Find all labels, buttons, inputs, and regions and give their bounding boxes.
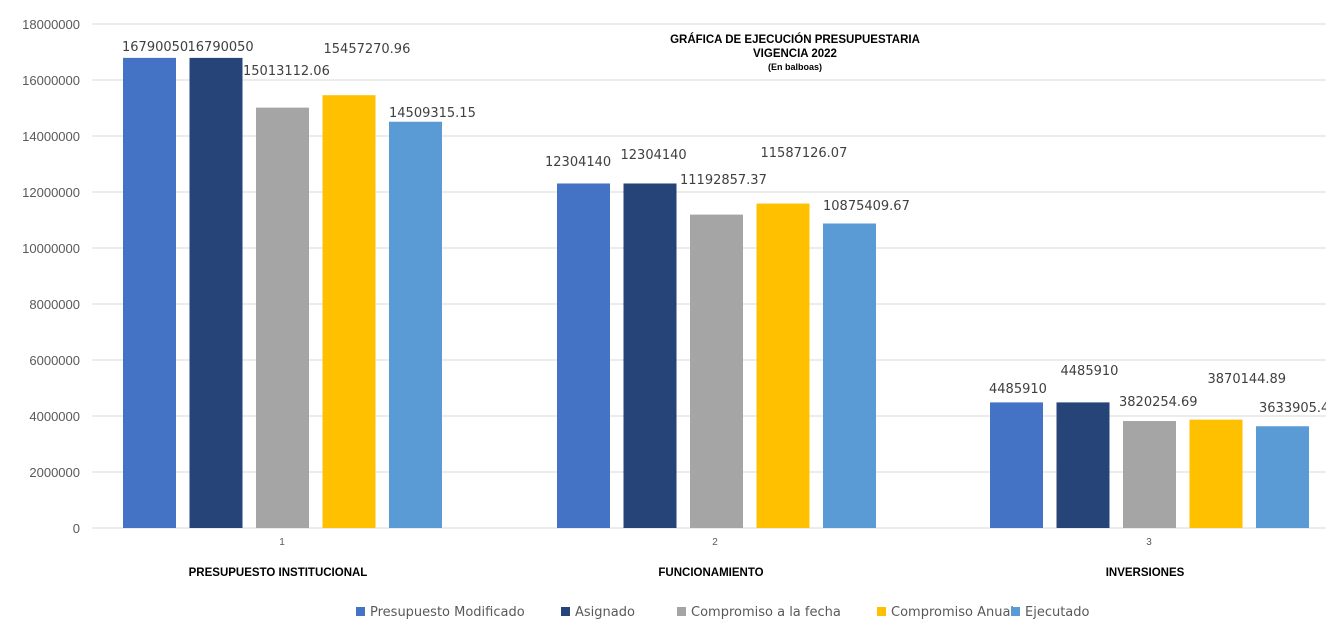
bar xyxy=(1123,421,1176,528)
legend-label: Compromiso Anual xyxy=(891,605,1014,619)
data-label: 16790050 xyxy=(122,40,188,55)
x-axis-ticks: 1 PRESUPUESTO INSTITUCIONAL 2 FUNCIONAMIENT… xyxy=(189,537,1185,579)
data-label: 11587126.07 xyxy=(761,146,848,161)
category-name: PRESUPUESTO INSTITUCIONAL xyxy=(189,567,368,579)
y-tick-label: 12000000 xyxy=(22,185,80,200)
bar xyxy=(990,402,1043,528)
y-tick-label: 4000000 xyxy=(29,409,80,424)
bar xyxy=(123,57,176,528)
bar xyxy=(189,57,243,528)
data-label: 4485910 xyxy=(1061,364,1119,379)
chart-subtitle-unit: (En balboas) xyxy=(768,62,822,72)
bar xyxy=(389,121,442,529)
data-label: 10875409.67 xyxy=(823,199,910,214)
legend-swatch xyxy=(1011,607,1020,616)
x-tick-label: 1 xyxy=(279,537,285,548)
bar xyxy=(322,95,376,528)
bar xyxy=(1189,419,1243,528)
data-labels: 16790050 12304140 4485910 16790050 12304140 4… xyxy=(122,40,1326,416)
bars xyxy=(123,57,1309,529)
y-tick-label: 8000000 xyxy=(29,297,80,312)
bar xyxy=(623,183,677,529)
data-label: 14509315.15 xyxy=(389,106,476,121)
legend-swatch xyxy=(877,607,886,616)
y-axis-ticks: 0 2000000 4000000 6000000 8000000 10000000 120… xyxy=(22,17,80,536)
y-tick-label: 6000000 xyxy=(29,353,80,368)
data-label: 15457270.96 xyxy=(324,42,411,57)
y-tick-label: 16000000 xyxy=(22,73,80,88)
data-label: 3820254.69 xyxy=(1119,395,1198,410)
bar xyxy=(690,214,743,529)
y-tick-label: 14000000 xyxy=(22,129,80,144)
data-label: 16790050 xyxy=(188,40,254,55)
y-tick-label: 2000000 xyxy=(29,465,80,480)
y-tick-label: 18000000 xyxy=(22,17,80,32)
chart-title: GRÁFICA DE EJECUCIÓN PRESUPUESTARIA xyxy=(670,33,920,46)
legend-label: Compromiso a la fecha xyxy=(691,605,841,619)
x-tick-label: 2 xyxy=(712,537,718,548)
bar xyxy=(823,223,876,528)
data-label: 3633905.48 xyxy=(1259,401,1326,416)
legend-label: Asignado xyxy=(575,605,635,619)
legend-swatch xyxy=(561,607,570,616)
legend-swatch xyxy=(677,607,686,616)
data-label: 3870144.89 xyxy=(1208,372,1287,387)
data-label: 4485910 xyxy=(989,382,1047,397)
data-label: 12304140 xyxy=(621,148,687,163)
legend: Presupuesto Modificado Asignado Compromiso… xyxy=(356,605,1090,619)
bar xyxy=(1056,402,1110,528)
data-label: 11192857.37 xyxy=(680,173,767,188)
legend-swatch xyxy=(356,607,365,616)
bar xyxy=(256,107,309,528)
category-name: FUNCIONAMIENTO xyxy=(658,567,763,579)
chart-subtitle: VIGENCIA 2022 xyxy=(753,48,837,60)
legend-label: Ejecutado xyxy=(1025,605,1090,619)
category-name: INVERSIONES xyxy=(1106,567,1185,579)
data-label: 12304140 xyxy=(545,155,611,170)
bar xyxy=(557,183,610,529)
y-tick-label: 0 xyxy=(73,521,80,536)
y-tick-label: 10000000 xyxy=(22,241,80,256)
x-tick-label: 3 xyxy=(1146,537,1152,548)
legend-label: Presupuesto Modificado xyxy=(370,605,525,619)
bar xyxy=(756,203,810,528)
data-label: 15013112.06 xyxy=(243,64,330,79)
bar xyxy=(1256,426,1309,528)
